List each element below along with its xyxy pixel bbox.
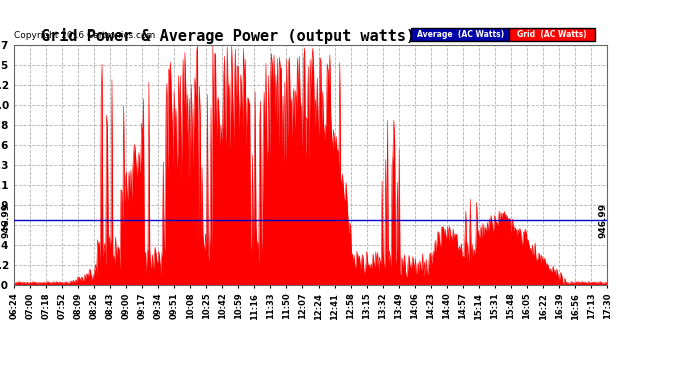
FancyBboxPatch shape bbox=[411, 28, 509, 41]
Text: 946.99: 946.99 bbox=[598, 203, 607, 238]
Text: Average  (AC Watts): Average (AC Watts) bbox=[417, 30, 504, 39]
Text: Copyright 2016 Cartronics.com: Copyright 2016 Cartronics.com bbox=[14, 31, 155, 40]
Text: 946.99: 946.99 bbox=[2, 203, 11, 238]
FancyBboxPatch shape bbox=[509, 28, 595, 41]
Text: Grid  (AC Watts): Grid (AC Watts) bbox=[518, 30, 586, 39]
Title: Grid Power & Average Power (output watts)  Mon Feb 29 17:36: Grid Power & Average Power (output watts… bbox=[41, 28, 580, 44]
